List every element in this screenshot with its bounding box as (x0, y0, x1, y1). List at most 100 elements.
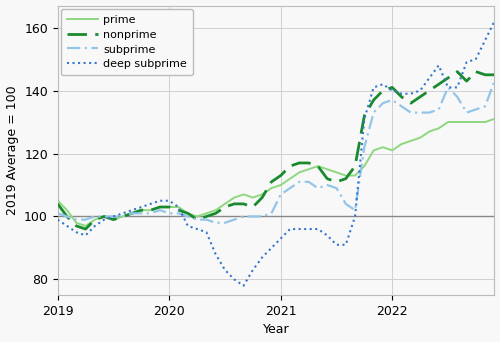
prime (194, 214, 200, 219)
subprime (82, 218, 88, 222)
subprime (268, 211, 274, 215)
nonprime (473, 70, 479, 74)
prime (176, 205, 182, 209)
Line: prime: prime (58, 119, 494, 226)
subprime (334, 186, 340, 190)
subprime (296, 180, 302, 184)
nonprime (464, 79, 469, 83)
nonprime (176, 208, 182, 212)
deep subprime (464, 60, 469, 64)
prime (222, 202, 228, 206)
subprime (315, 186, 321, 190)
deep subprime (417, 89, 423, 93)
nonprime (454, 70, 460, 74)
prime (408, 139, 414, 143)
Line: nonprime: nonprime (58, 72, 494, 229)
prime (296, 170, 302, 174)
prime (370, 148, 376, 153)
subprime (212, 221, 218, 225)
prime (110, 218, 116, 222)
subprime (343, 202, 349, 206)
deep subprime (492, 19, 498, 23)
subprime (185, 214, 191, 219)
nonprime (157, 205, 163, 209)
prime (445, 120, 451, 124)
nonprime (250, 205, 256, 209)
X-axis label: Year: Year (263, 324, 289, 337)
nonprime (306, 161, 312, 165)
nonprime (445, 76, 451, 80)
deep subprime (64, 224, 70, 228)
nonprime (343, 176, 349, 181)
deep subprime (212, 252, 218, 256)
deep subprime (157, 199, 163, 203)
deep subprime (287, 227, 293, 231)
nonprime (334, 180, 340, 184)
nonprime (82, 227, 88, 231)
prime (212, 208, 218, 212)
nonprime (222, 205, 228, 209)
deep subprime (259, 255, 265, 260)
deep subprime (398, 92, 404, 96)
prime (492, 117, 498, 121)
deep subprime (426, 76, 432, 80)
prime (454, 120, 460, 124)
prime (482, 120, 488, 124)
prime (185, 211, 191, 215)
prime (306, 167, 312, 171)
subprime (54, 211, 60, 215)
deep subprime (204, 230, 210, 234)
nonprime (324, 176, 330, 181)
prime (259, 193, 265, 197)
subprime (240, 214, 246, 219)
nonprime (315, 164, 321, 168)
prime (464, 120, 469, 124)
nonprime (74, 224, 80, 228)
nonprime (54, 202, 60, 206)
subprime (417, 110, 423, 115)
deep subprime (268, 246, 274, 250)
prime (343, 173, 349, 177)
subprime (324, 183, 330, 187)
subprime (92, 214, 98, 219)
prime (426, 129, 432, 133)
prime (380, 145, 386, 149)
subprime (138, 211, 144, 215)
nonprime (398, 95, 404, 99)
prime (232, 196, 237, 200)
Legend: prime, nonprime, subprime, deep subprime: prime, nonprime, subprime, deep subprime (61, 9, 192, 75)
deep subprime (138, 205, 144, 209)
prime (334, 170, 340, 174)
deep subprime (176, 205, 182, 209)
subprime (436, 107, 442, 111)
prime (389, 148, 395, 153)
subprime (445, 86, 451, 90)
subprime (287, 186, 293, 190)
nonprime (166, 205, 172, 209)
subprime (166, 211, 172, 215)
nonprime (138, 208, 144, 212)
subprime (398, 104, 404, 108)
prime (54, 199, 60, 203)
nonprime (370, 98, 376, 102)
nonprime (148, 208, 154, 212)
subprime (232, 218, 237, 222)
subprime (110, 214, 116, 219)
prime (204, 211, 210, 215)
deep subprime (232, 277, 237, 281)
prime (138, 208, 144, 212)
subprime (408, 110, 414, 115)
nonprime (92, 218, 98, 222)
deep subprime (129, 208, 135, 212)
deep subprime (370, 86, 376, 90)
nonprime (64, 214, 70, 219)
deep subprime (110, 214, 116, 219)
prime (120, 214, 126, 219)
deep subprime (92, 224, 98, 228)
deep subprime (101, 218, 107, 222)
subprime (362, 145, 368, 149)
deep subprime (278, 236, 283, 240)
nonprime (296, 161, 302, 165)
prime (92, 218, 98, 222)
nonprime (352, 164, 358, 168)
